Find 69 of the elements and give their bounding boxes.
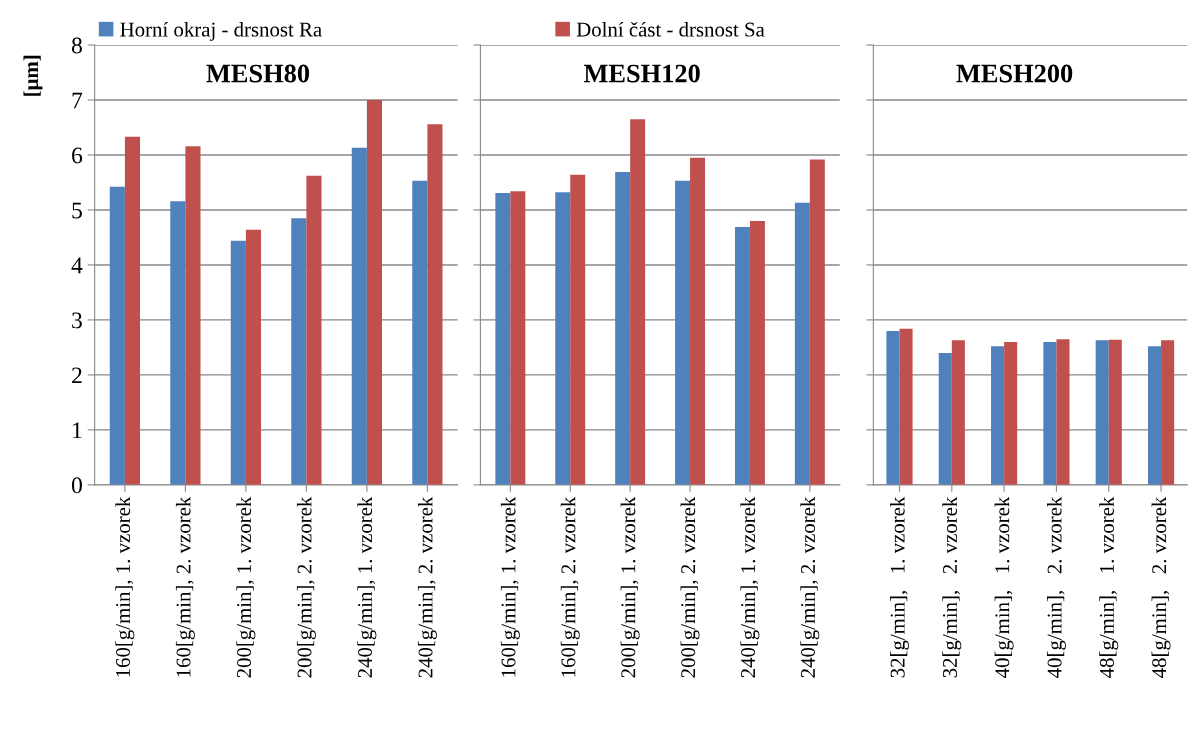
bar [291, 218, 307, 485]
text: MESH80 [206, 64, 310, 83]
bar [615, 172, 631, 485]
bar [886, 330, 900, 485]
legend-label: Horní okraj - drsnost Ra [120, 21, 322, 41]
text: MESH120 [583, 64, 700, 83]
x-tick-label: 160[g/min], 1. vzorek [500, 496, 520, 677]
y-tick-label: 5 [72, 202, 82, 219]
x-tick-label: 240[g/min], 1. vzorek [357, 496, 377, 678]
bar [306, 175, 322, 485]
bar [991, 346, 1005, 485]
y-tick-label: 2 [72, 367, 82, 384]
x-tick-label: 32[g/min], 2. vzorek [942, 496, 962, 678]
legend-label: Dolní část - drsnost Sa [576, 21, 765, 37]
x-tick-label: 200[g/min], 2. vzorek [296, 496, 316, 678]
bar [630, 119, 646, 485]
bar [749, 220, 765, 485]
bar [412, 180, 428, 485]
x-tick-label: 200[g/min], 1. vzorek [236, 496, 256, 678]
bar [570, 174, 586, 485]
bar [1004, 341, 1018, 485]
bar [690, 157, 706, 485]
bar [109, 186, 125, 485]
bar [1108, 339, 1122, 485]
bar [1095, 340, 1109, 485]
bar [951, 340, 965, 485]
x-tick-label: 48[g/min], 2. vzorek [1151, 496, 1171, 678]
y-tick-label: 0 [71, 477, 82, 494]
x-tick-label: 200[g/min], 2. vzorek [680, 496, 700, 678]
bar [351, 147, 367, 485]
bar [510, 191, 526, 485]
y-tick-label: 3 [72, 312, 82, 329]
bar [124, 136, 141, 485]
bar [794, 202, 810, 485]
y-tick-label: 1 [73, 422, 82, 439]
bar [366, 100, 383, 485]
x-tick-label: 240[g/min], 1. vzorek [740, 496, 760, 678]
text: MESH200 [956, 64, 1073, 83]
bar [245, 229, 262, 485]
x-tick-label: 240[g/min], 2. vzorek [800, 496, 820, 678]
bar [1043, 341, 1057, 485]
bar [1056, 339, 1070, 485]
y-axis-title: [μm] [23, 55, 43, 96]
y-tick-label: 8 [71, 37, 82, 54]
bar [495, 192, 511, 485]
x-tick-label: 32[g/min], 1. vzorek [890, 496, 909, 678]
x-tick-label: 160[g/min], 2. vzorek [560, 496, 580, 677]
y-tick-label: 4 [71, 257, 83, 274]
bar [230, 240, 246, 485]
x-tick-label: 40[g/min], 1. vzorek [994, 496, 1014, 678]
x-tick-label: 160[g/min], 1. vzorek [115, 496, 135, 677]
x-tick-label: 48[g/min], 1. vzorek [1099, 496, 1119, 678]
bar [809, 159, 825, 485]
bar [1147, 346, 1162, 485]
bar [170, 201, 186, 485]
bar [185, 146, 201, 485]
bar [427, 124, 443, 485]
x-tick-label: 200[g/min], 1. vzorek [620, 496, 640, 678]
y-tick-label: 7 [72, 92, 83, 109]
x-tick-label: 40[g/min], 2. vzorek [1046, 496, 1066, 678]
bar [938, 352, 952, 485]
bar [675, 180, 691, 485]
bar [734, 227, 750, 485]
bar [899, 328, 913, 485]
y-tick-label: 6 [72, 147, 83, 164]
bar [1161, 340, 1175, 485]
bar [555, 192, 571, 485]
x-tick-label: 160[g/min], 2. vzorek [175, 496, 195, 677]
x-tick-label: 240[g/min], 2. vzorek [417, 496, 437, 678]
